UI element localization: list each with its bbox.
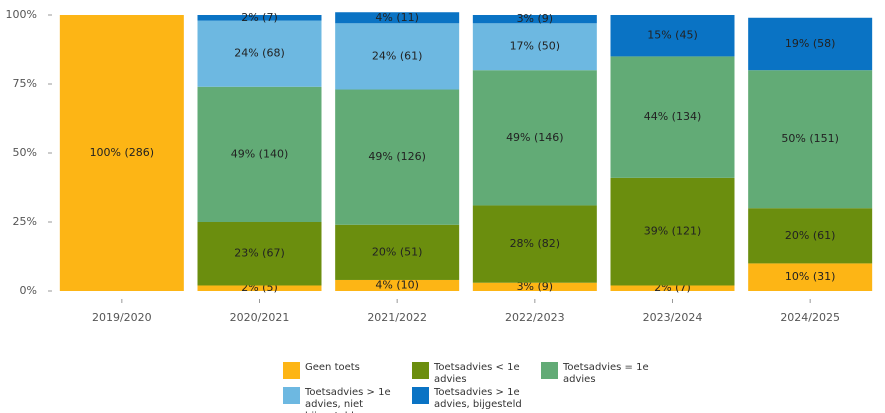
data-label: 39% (121): [644, 225, 702, 238]
bar-segment: [335, 89, 460, 225]
bar-segment: [197, 15, 322, 21]
data-label: 49% (146): [506, 131, 564, 144]
bar-segment: [197, 20, 322, 87]
data-label: 44% (134): [644, 110, 702, 123]
bar-segment: [335, 12, 460, 24]
legend-swatch: [541, 362, 558, 379]
bar-segment: [748, 70, 873, 209]
x-tick-label: 2020/2021: [230, 311, 290, 324]
data-label: 15% (45): [647, 29, 698, 42]
bar-segment: [610, 56, 735, 178]
y-tick-label: 100%: [6, 8, 37, 21]
y-tick-label: 75%: [13, 77, 37, 90]
y-tick-label: 25%: [13, 215, 37, 228]
x-tick-label: 2022/2023: [505, 311, 565, 324]
bar-segment: [335, 279, 460, 291]
bar-segment: [472, 70, 597, 206]
bar-segment: [610, 15, 735, 57]
bar-segment: [610, 177, 735, 286]
legend-swatch: [412, 387, 429, 404]
bar-segment: [748, 208, 873, 264]
data-label: 49% (126): [368, 150, 426, 163]
data-label: 24% (61): [372, 49, 423, 62]
bar-segment: [197, 86, 322, 222]
data-label: 50% (151): [781, 132, 839, 145]
x-tick-label: 2019/2020: [92, 311, 152, 324]
legend-item: Toetsadvies > 1e advies, bijgesteld: [412, 387, 534, 411]
legend-label: Geen toets: [305, 362, 360, 373]
data-label: 10% (31): [785, 270, 836, 283]
y-tick-label: 50%: [13, 146, 37, 159]
bar-segment: [197, 285, 322, 291]
chart: 0% 25% 50% 75% 100% 2019/2020 100% (286) 2020/2…: [6, 8, 873, 324]
data-label: 49% (140): [231, 147, 289, 160]
bar-segment: [748, 17, 873, 71]
legend-swatch: [283, 362, 300, 379]
bar-segment: [472, 205, 597, 283]
data-label: 100% (286): [90, 146, 155, 159]
data-label: 4% (10): [375, 278, 419, 291]
data-label: 4% (11): [375, 11, 419, 24]
x-tick-label: 2024/2025: [780, 311, 840, 324]
data-label: 19% (58): [785, 37, 836, 50]
legend-item: Toetsadvies < 1e advies: [412, 362, 534, 386]
legend-label: Toetsadvies = 1e advies: [563, 362, 649, 385]
bar-segment: [197, 222, 322, 286]
data-label: 3% (9): [517, 280, 554, 293]
legend-swatch: [283, 387, 300, 404]
data-label: 17% (50): [510, 40, 561, 53]
bar-segment: [472, 23, 597, 71]
x-tick-label: 2021/2022: [367, 311, 427, 324]
data-label: 3% (9): [517, 12, 554, 25]
data-label: 23% (67): [234, 247, 285, 260]
bar-segment: [335, 23, 460, 90]
y-tick-label: 0%: [20, 284, 37, 297]
legend-label: Toetsadvies > 1e advies, niet bijgesteld: [305, 387, 391, 413]
bar-segment: [472, 15, 597, 24]
legend-item: Toetsadvies > 1e advies, niet bijgesteld: [283, 387, 405, 413]
legend-label: Toetsadvies > 1e advies, bijgesteld: [434, 387, 522, 410]
data-label: 2% (7): [241, 11, 278, 24]
legend-item: Toetsadvies = 1e advies: [541, 362, 663, 386]
bar-segment: [472, 282, 597, 291]
data-label: 28% (82): [510, 237, 561, 250]
legend-item: Geen toets: [283, 362, 405, 379]
legend-label: Toetsadvies < 1e advies: [434, 362, 520, 385]
bar-segment: [610, 285, 735, 291]
data-label: 24% (68): [234, 47, 285, 60]
legend-swatch: [412, 362, 429, 379]
x-tick-label: 2023/2024: [643, 311, 703, 324]
bar-segment: [748, 263, 873, 291]
bar-segment: [59, 15, 184, 291]
data-label: 20% (61): [785, 229, 836, 242]
data-label: 20% (51): [372, 245, 423, 258]
bar-segment: [335, 224, 460, 280]
